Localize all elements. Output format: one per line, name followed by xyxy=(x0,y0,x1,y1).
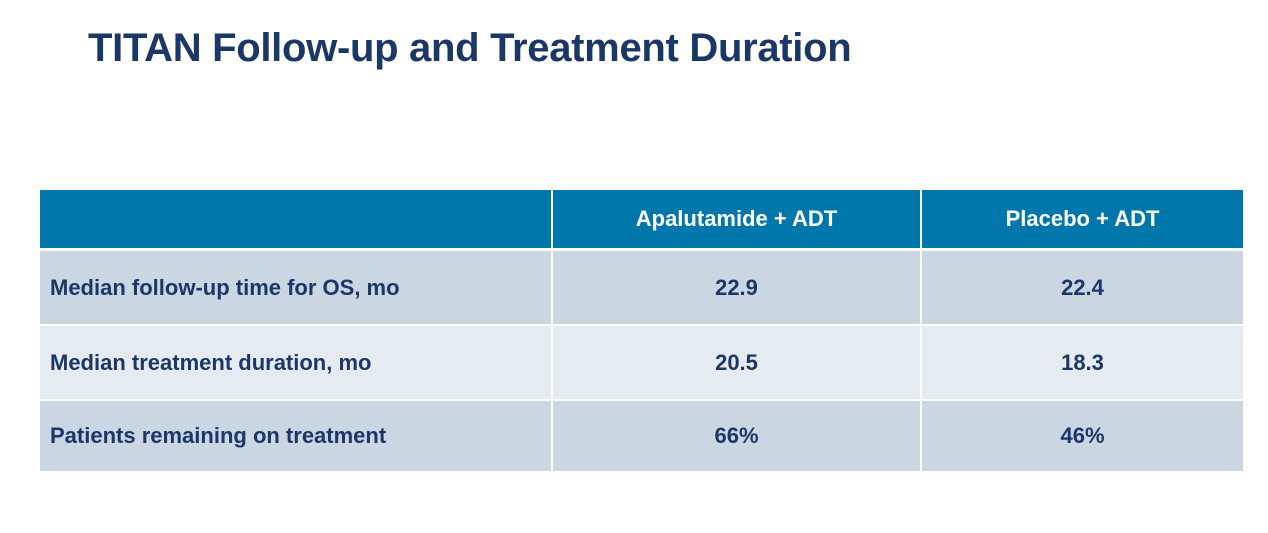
apalutamide-value: 66% xyxy=(552,400,922,471)
header-placebo: Placebo + ADT xyxy=(921,190,1243,251)
apalutamide-value: 20.5 xyxy=(552,325,922,401)
row-label: Patients remaining on treatment xyxy=(40,400,553,471)
results-table: Apalutamide + ADT Placebo + ADT Median f… xyxy=(40,190,1243,471)
table-header-row: Apalutamide + ADT Placebo + ADT xyxy=(40,190,1243,251)
slide-title: TITAN Follow-up and Treatment Duration xyxy=(88,26,852,70)
table-row: Median follow-up time for OS, mo 22.9 22… xyxy=(40,249,1243,326)
placebo-value: 46% xyxy=(921,400,1243,471)
row-label: Median treatment duration, mo xyxy=(40,325,553,401)
placebo-value: 18.3 xyxy=(921,325,1243,401)
row-label: Median follow-up time for OS, mo xyxy=(40,249,553,326)
header-empty-cell xyxy=(40,190,553,251)
table-row: Median treatment duration, mo 20.5 18.3 xyxy=(40,325,1243,401)
header-apalutamide: Apalutamide + ADT xyxy=(552,190,922,251)
apalutamide-value: 22.9 xyxy=(552,249,922,326)
placebo-value: 22.4 xyxy=(921,249,1243,326)
table-row: Patients remaining on treatment 66% 46% xyxy=(40,400,1243,471)
